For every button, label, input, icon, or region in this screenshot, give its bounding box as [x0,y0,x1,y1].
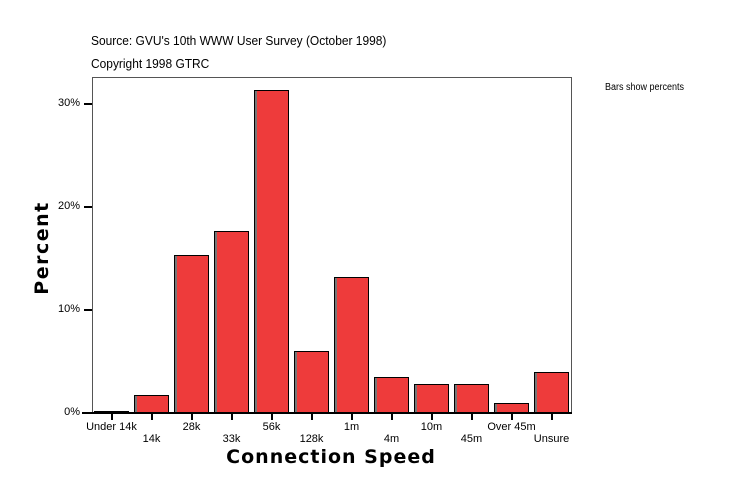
y-tick [84,103,92,105]
y-tick-label: 30% [57,97,80,109]
bars-note: Bars show percents [605,82,685,93]
y-tick-label: 10% [57,303,80,315]
y-axis-title: Percent [31,201,53,295]
x-tick-label: 56k [262,421,281,433]
bar-over-45m [494,402,529,413]
copyright-text: Copyright 1998 GTRC [91,56,210,71]
plot-frame [92,77,572,413]
x-tick-label: 28k [182,421,201,433]
bar-10m [414,384,449,413]
x-tick [550,414,553,420]
x-tick [230,414,233,420]
bar-128k [294,351,329,413]
x-tick [350,414,353,420]
x-tick-label: 1m [343,421,360,433]
x-tick-label: 14k [142,433,161,445]
x-tick [510,414,513,420]
x-tick [110,414,113,420]
x-tick-label: 128k [299,433,324,445]
bar-under-14k [94,411,129,413]
bar-unsure [534,371,569,413]
bar-14k [134,395,169,413]
x-tick [430,414,433,420]
y-tick [84,309,92,311]
x-tick [390,414,393,420]
bar-56k [254,89,289,413]
x-tick-label: Under 14k [86,421,137,433]
x-tick [190,414,193,420]
y-tick-label: 0% [64,406,80,418]
source-text: Source: GVU's 10th WWW User Survey (Octo… [91,33,387,48]
x-tick [270,414,273,420]
y-tick [84,412,92,414]
bar-1m [334,277,369,413]
bar-45m [454,384,489,413]
x-axis-line [82,412,572,414]
x-tick-label: 10m [420,421,443,433]
x-axis-title: Connection Speed [226,446,436,468]
bar-4m [374,376,409,413]
x-tick-label: 4m [383,433,400,445]
x-tick-label: Unsure [533,433,570,445]
y-tick [84,206,92,208]
bar-33k [214,230,249,413]
x-tick-label: 45m [460,433,483,445]
bar-28k [174,255,209,413]
x-tick-label: Over 45m [487,421,536,433]
x-tick [310,414,313,420]
x-tick [470,414,473,420]
x-tick [150,414,153,420]
y-tick-label: 20% [57,200,80,212]
x-tick-label: 33k [222,433,241,445]
